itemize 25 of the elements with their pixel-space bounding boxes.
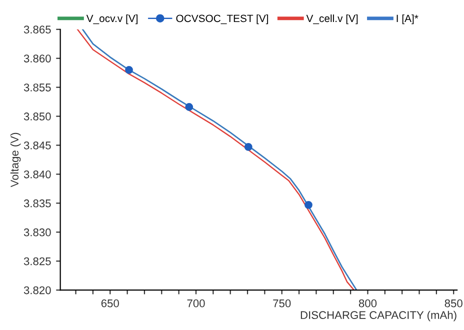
- y-tick-label: 3.850: [24, 112, 51, 120]
- point: [304, 200, 312, 209]
- point: [244, 143, 252, 151]
- y-tick-label: 3.860: [24, 54, 51, 62]
- x-axis-title: DISCHARGE CAPACITY (mAh): [300, 310, 456, 322]
- point: [125, 66, 133, 74]
- y-tick-label: 3.820: [24, 286, 51, 294]
- y-tick-label: 3.830: [24, 228, 51, 236]
- y-tick-label: 3.855: [24, 84, 51, 92]
- y-tick-label: 3.825: [24, 257, 51, 266]
- legend-label: OCVSOC_TEST [V]: [176, 14, 268, 24]
- y-axis-title: Voltage (V): [10, 132, 21, 188]
- x-tick-label: 850: [444, 299, 462, 308]
- legend-label: I [A]*: [396, 14, 418, 24]
- legend-label: V_cell.v [V]: [306, 14, 358, 24]
- point: [185, 103, 194, 111]
- series-label: V_ocv.v [V]: [86, 14, 138, 24]
- x-tick-label: 650: [101, 299, 119, 308]
- y-tick-label: 3.835: [24, 199, 51, 208]
- y-tick-label: 3.865: [24, 26, 51, 34]
- x-tick-label: 700: [187, 299, 205, 308]
- y-tick-label: 3.845: [24, 142, 51, 150]
- x-tick-label: 800: [358, 299, 377, 308]
- y-tick-label: 3.840: [24, 170, 51, 178]
- x-tick-label: 750: [273, 299, 291, 308]
